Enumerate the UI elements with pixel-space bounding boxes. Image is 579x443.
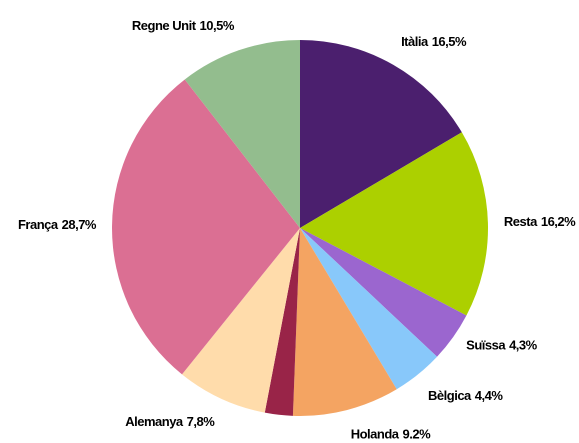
pie-slice (300, 132, 488, 316)
pie-slice (300, 40, 462, 228)
slice-category: Bèlgica (428, 388, 472, 403)
slice-label: Resta 16,2% (504, 214, 576, 229)
slice-value-label: 7,8% (187, 415, 216, 430)
slice-value-label: 4,4% (475, 388, 504, 403)
slice-value-label: 9.2% (403, 427, 432, 442)
pie-slice (300, 228, 438, 390)
slice-label: Regne Unit 10,5% (132, 18, 235, 33)
slice-value-label: 10,5% (200, 18, 235, 33)
pie-slice (181, 228, 300, 413)
slice-label: Bèlgica 4,4% (428, 388, 503, 403)
pie-slice (111, 79, 301, 375)
slice-label: Holanda 9.2% (351, 427, 431, 442)
slice-category: Resta (504, 214, 538, 229)
slice-category: França (18, 218, 59, 233)
slice-label: França 28,7% (18, 218, 97, 233)
slice-value-label: 28,7% (62, 218, 97, 233)
slice-value-label: 4,3% (509, 338, 538, 353)
pie-slice (292, 228, 397, 416)
slice-value-label: 16,2% (541, 214, 576, 229)
slice-category: Holanda (351, 427, 400, 442)
slice-category: Alemanya (125, 415, 184, 430)
slice-category: Regne Unit (132, 18, 197, 33)
pie-slice (300, 228, 467, 357)
slice-category: Suïssa (466, 338, 506, 353)
pie-slice (184, 40, 300, 228)
pie-slice (264, 228, 300, 416)
slice-label: Itàlia 16,5% (401, 34, 467, 49)
slice-category: Itàlia (401, 34, 429, 49)
slice-label: Suïssa 4,3% (466, 338, 537, 353)
slice-label: Alemanya 7,8% (125, 415, 215, 430)
slice-value-label: 16,5% (432, 34, 467, 49)
